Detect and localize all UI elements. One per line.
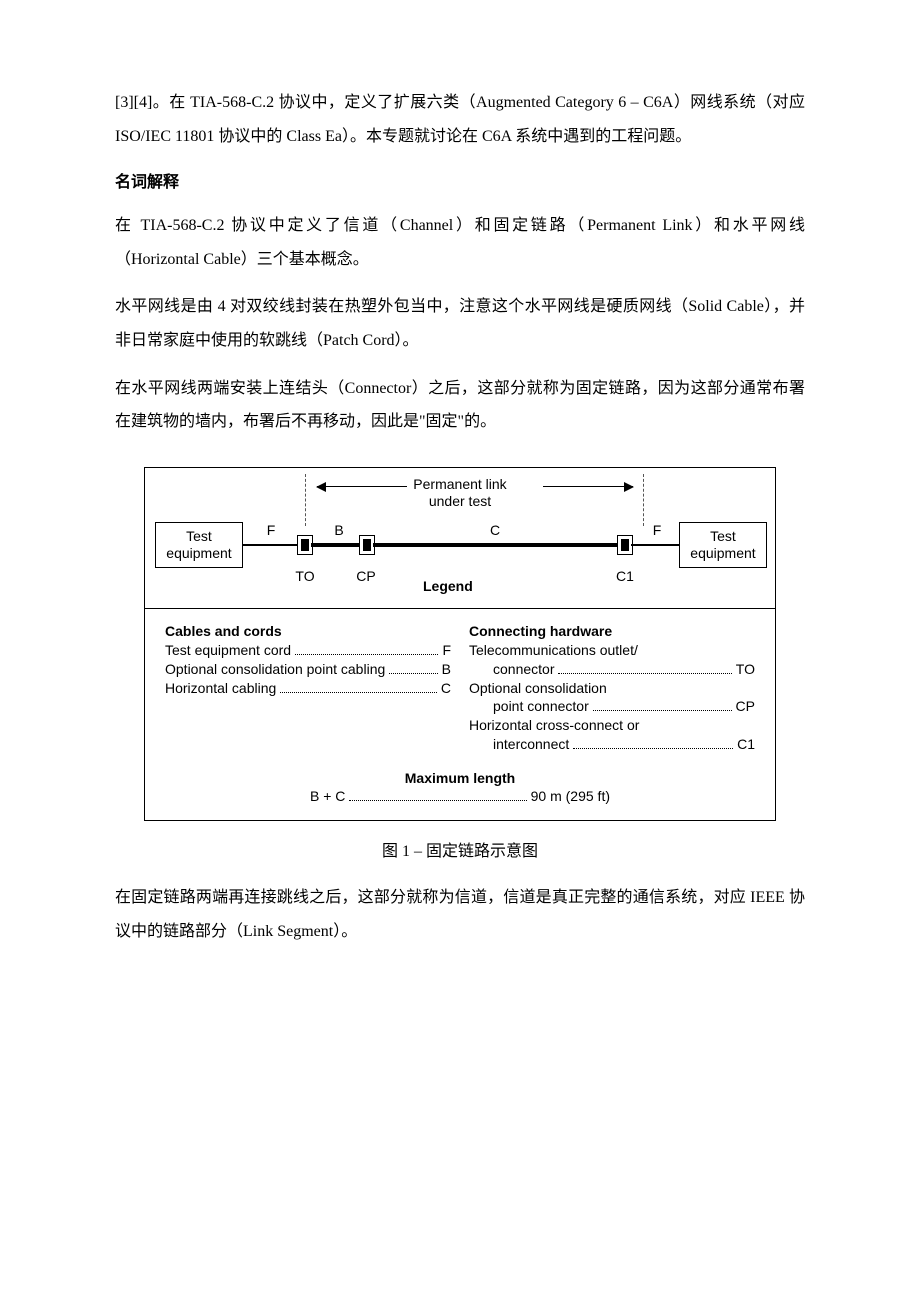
cable-c: [373, 543, 617, 547]
dots: [593, 710, 732, 711]
left-equipment-box: Test equipment: [155, 522, 243, 568]
paragraph-3: 水平网线是由 4 对双绞线封装在热塑外包当中，注意这个水平网线是硬质网线（Sol…: [115, 290, 805, 357]
cable-row-c: Horizontal cabling C: [165, 679, 451, 698]
hw-c1-label1: Horizontal cross-connect or: [469, 716, 639, 735]
dots: [280, 692, 437, 693]
max-length-row: B + C 90 m (295 ft): [165, 788, 755, 804]
hw-cp-code: CP: [736, 697, 755, 716]
cable-row-c-label: Horizontal cabling: [165, 679, 276, 698]
hw-cp-label1: Optional consolidation: [469, 679, 607, 698]
tag-to: TO: [295, 568, 314, 584]
hw-to-label1: Telecommunications outlet/: [469, 641, 638, 660]
figure-1-wrapper: Permanent link under test Test equipment…: [115, 467, 805, 821]
right-equipment-text: Test equipment: [690, 528, 755, 562]
hw-row-cp-line1: Optional consolidation: [469, 679, 755, 698]
hw-row-to-line2: connector TO: [469, 660, 755, 679]
cables-column: Cables and cords Test equipment cord F O…: [165, 623, 451, 754]
cable-row-f: Test equipment cord F: [165, 641, 451, 660]
cable-row-b: Optional consolidation point cabling B: [165, 660, 451, 679]
label-f-right: F: [653, 522, 662, 538]
cable-b: [311, 543, 359, 547]
dots: [558, 673, 731, 674]
max-length-label: B + C: [310, 788, 345, 804]
paragraph-2: 在 TIA-568-C.2 协议中定义了信道（Channel）和固定链路（Per…: [115, 209, 805, 276]
hw-row-to-line1: Telecommunications outlet/: [469, 641, 755, 660]
max-length-block: Maximum length B + C 90 m (295 ft): [165, 770, 755, 804]
perm-line2: under test: [429, 493, 491, 509]
figure-1-caption: 图 1 – 固定链路示意图: [115, 837, 805, 861]
figure-1: Permanent link under test Test equipment…: [144, 467, 776, 821]
dots: [389, 673, 437, 674]
hw-c1-code: C1: [737, 735, 755, 754]
hw-row-c1-line2: interconnect C1: [469, 735, 755, 754]
tag-c1: C1: [616, 568, 634, 584]
hw-to-code: TO: [736, 660, 755, 679]
hw-to-label2: connector: [493, 660, 554, 679]
figure-1-schematic: Permanent link under test Test equipment…: [145, 468, 775, 609]
cable-row-f-code: F: [442, 641, 451, 660]
hw-cp-label2: point connector: [493, 697, 589, 716]
cables-heading: Cables and cords: [165, 623, 451, 639]
cable-f-right: [631, 544, 679, 546]
hardware-column: Connecting hardware Telecommunications o…: [469, 623, 755, 754]
paragraph-4: 在水平网线两端安装上连结头（Connector）之后，这部分就称为固定链路，因为…: [115, 372, 805, 439]
max-length-heading: Maximum length: [165, 770, 755, 786]
legend-label: Legend: [423, 578, 473, 594]
cable-row-c-code: C: [441, 679, 451, 698]
label-b: B: [334, 522, 343, 538]
label-f-left: F: [267, 522, 276, 538]
cable-row-f-label: Test equipment cord: [165, 641, 291, 660]
page: [3][4]。在 TIA-568-C.2 协议中，定义了扩展六类（Augment…: [0, 0, 920, 1302]
hw-c1-label2: interconnect: [493, 735, 569, 754]
heading-terms: 名词解释: [115, 167, 805, 199]
dots: [349, 800, 526, 801]
right-equipment-box: Test equipment: [679, 522, 767, 568]
hardware-heading: Connecting hardware: [469, 623, 755, 639]
perm-line1: Permanent link: [413, 476, 506, 492]
paragraph-1: [3][4]。在 TIA-568-C.2 协议中，定义了扩展六类（Augment…: [115, 86, 805, 153]
arrow-right: [543, 486, 633, 487]
label-c: C: [490, 522, 500, 538]
left-equipment-text: Test equipment: [166, 528, 231, 562]
dots: [295, 654, 438, 655]
arrow-left: [317, 486, 407, 487]
cable-f-left: [243, 544, 297, 546]
max-length-value: 90 m (295 ft): [531, 788, 610, 804]
diagram-canvas: Permanent link under test Test equipment…: [145, 468, 775, 608]
tag-cp: CP: [356, 568, 375, 584]
cable-row-b-label: Optional consolidation point cabling: [165, 660, 385, 679]
dots: [573, 748, 733, 749]
paragraph-5: 在固定链路两端再连接跳线之后，这部分就称为信道，信道是真正完整的通信系统，对应 …: [115, 881, 805, 948]
cable-row-b-code: B: [442, 660, 451, 679]
figure-1-legend: Cables and cords Test equipment cord F O…: [145, 609, 775, 820]
max-length-inner: B + C 90 m (295 ft): [310, 788, 610, 804]
legend-columns: Cables and cords Test equipment cord F O…: [165, 623, 755, 754]
hw-row-cp-line2: point connector CP: [469, 697, 755, 716]
permanent-link-label: Permanent link under test: [145, 476, 775, 511]
hw-row-c1-line1: Horizontal cross-connect or: [469, 716, 755, 735]
